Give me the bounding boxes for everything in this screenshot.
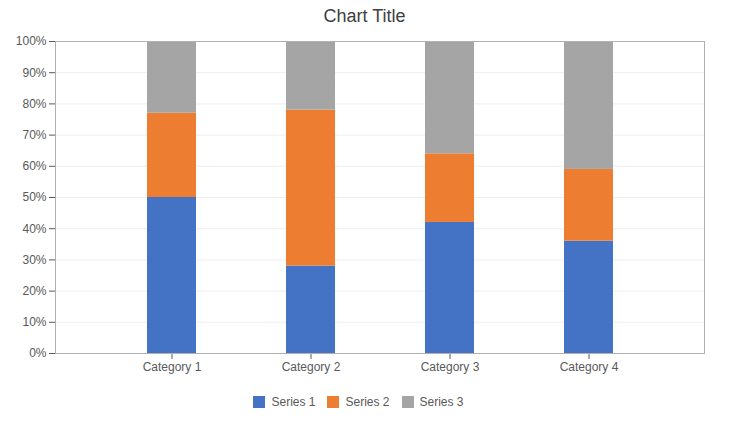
svg-text:80%: 80%	[22, 97, 46, 111]
svg-text:0%: 0%	[29, 346, 47, 360]
svg-text:Category 1: Category 1	[143, 360, 202, 374]
html-text:Series 3: Series 3	[419, 394, 464, 409]
html-text:Chart Title: Chart Title	[323, 6, 406, 26]
svg-text:60%: 60%	[22, 159, 46, 173]
svg-text:20%: 20%	[22, 284, 46, 298]
svg-text:90%: 90%	[22, 66, 46, 80]
svg-text:Category 2: Category 2	[282, 360, 341, 374]
html-text:Series 2: Series 2	[345, 394, 390, 409]
svg-text:10%: 10%	[22, 315, 46, 329]
svg-text:50%: 50%	[22, 190, 46, 204]
html-text:Series 1: Series 1	[271, 394, 316, 409]
svg-text:Category 3: Category 3	[421, 360, 480, 374]
svg-text:100%: 100%	[16, 34, 47, 48]
svg-text:40%: 40%	[22, 222, 46, 236]
svg-text:70%: 70%	[22, 128, 46, 142]
svg-text:30%: 30%	[22, 253, 46, 267]
svg-text:Category 4: Category 4	[560, 360, 619, 374]
